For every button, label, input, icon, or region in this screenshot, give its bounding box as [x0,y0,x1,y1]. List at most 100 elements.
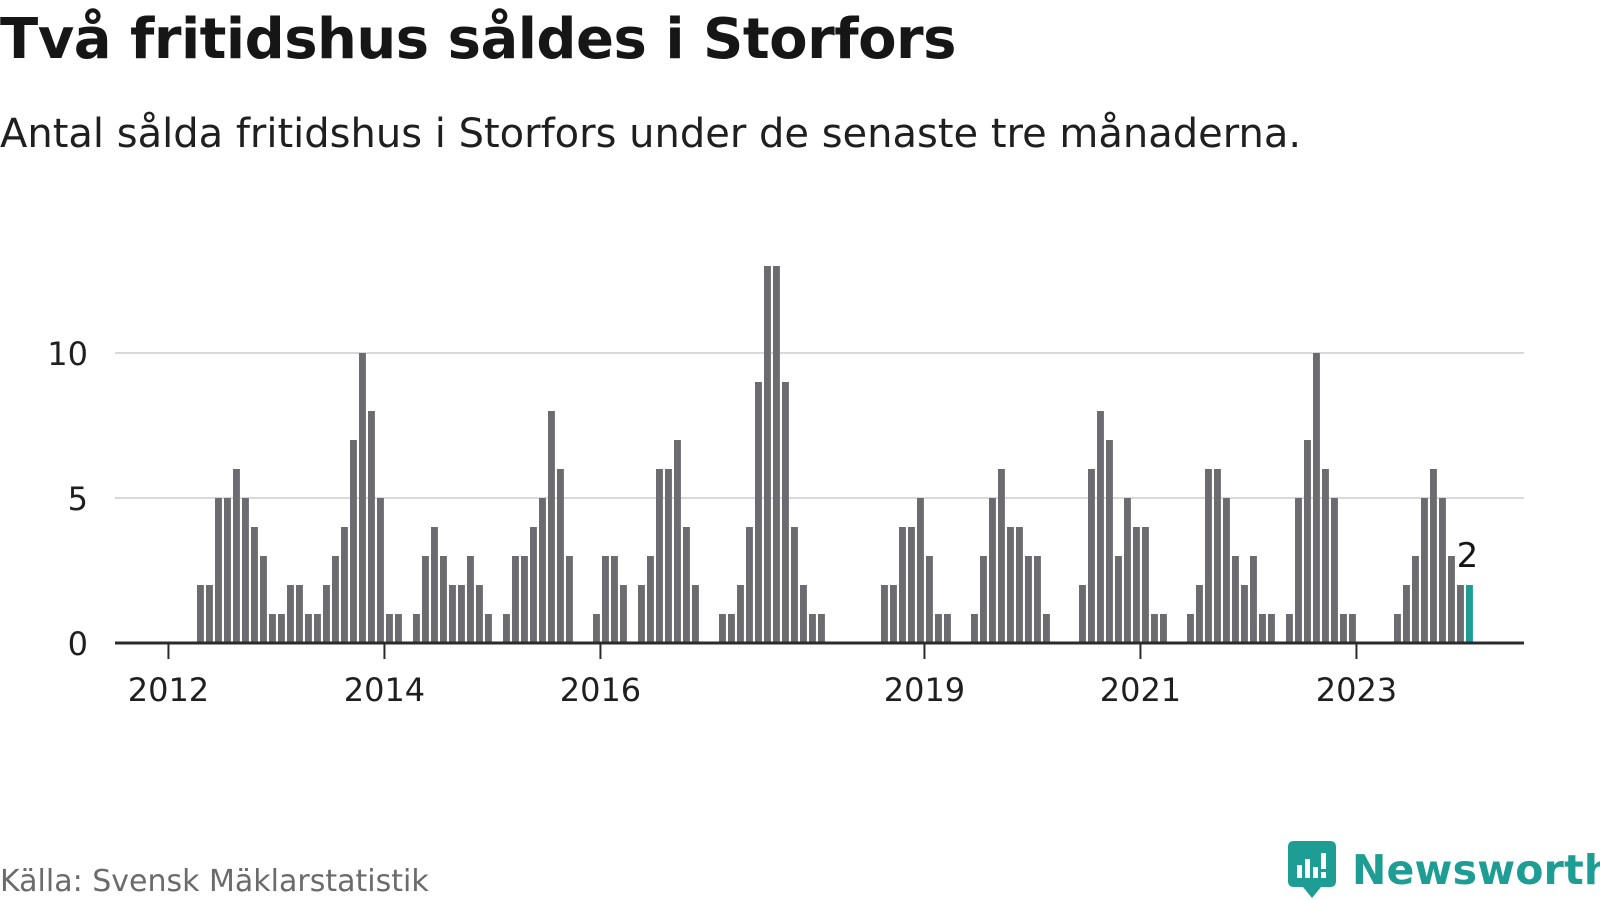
bar [1268,614,1275,643]
bar [458,585,465,643]
bar [692,585,699,643]
bar [1250,556,1257,643]
data-label: 2 [1457,536,1479,576]
bar [809,614,816,643]
bar [1214,469,1221,643]
y-tick-label: 5 [68,480,88,518]
bar [431,527,438,643]
bar [359,353,366,643]
bar [800,585,807,643]
bar [1160,614,1167,643]
bar [1124,498,1131,643]
bar [332,556,339,643]
bar [233,469,240,643]
bar [224,498,231,643]
bar [818,614,825,643]
source-note: Källa: Svensk Mäklarstatistik [0,864,429,899]
bar [197,585,204,643]
bar [1457,585,1464,643]
bar [350,440,357,643]
bar [1295,498,1302,643]
bar [899,527,906,643]
bar [944,614,951,643]
bar [278,614,285,643]
bar [1142,527,1149,643]
bar [989,498,996,643]
bar [1133,527,1140,643]
bar [1241,585,1248,643]
x-tick-label: 2014 [344,671,425,709]
bar [926,556,933,643]
bar [1322,469,1329,643]
x-tick-label: 2023 [1316,671,1397,709]
bar [1349,614,1356,643]
bar [314,614,321,643]
bar [476,585,483,643]
bar [593,614,600,643]
bar [1448,556,1455,643]
bar [1223,498,1230,643]
bar [620,585,627,643]
bar [557,469,564,643]
bar [566,556,573,643]
x-tick-label: 2016 [560,671,641,709]
bar [1439,498,1446,643]
bar [368,411,375,643]
bar [881,585,888,643]
bar [791,527,798,643]
bar [305,614,312,643]
bar [1088,469,1095,643]
bar [341,527,348,643]
bar [1043,614,1050,643]
brand-name: Newsworthy [1352,846,1600,894]
y-tick-label: 10 [47,335,88,373]
bar [1421,498,1428,643]
bar [1403,585,1410,643]
bar [467,556,474,643]
bar [1232,556,1239,643]
bar [449,585,456,643]
bar [1034,556,1041,643]
bar [242,498,249,643]
bar [512,556,519,643]
newsworthy-logo-icon [1288,841,1336,898]
bar [935,614,942,643]
bar [1196,585,1203,643]
x-tick-label: 2012 [128,671,209,709]
bar [980,556,987,643]
bar-highlight [1466,585,1473,643]
bar [296,585,303,643]
bar [602,556,609,643]
chart-title: Två fritidshus såldes i Storfors [0,7,957,72]
bar [908,527,915,643]
bar [773,266,780,643]
bar [737,585,744,643]
bar [1340,614,1347,643]
bar [485,614,492,643]
bar [1106,440,1113,643]
bar [1205,469,1212,643]
bar [665,469,672,643]
bar [413,614,420,643]
bar [782,382,789,643]
bar [1259,614,1266,643]
bar [998,469,1005,643]
bar [1079,585,1086,643]
bar [764,266,771,643]
chart-subtitle: Antal sålda fritidshus i Storfors under … [0,111,1302,157]
bar [422,556,429,643]
x-tick-label: 2021 [1100,671,1181,709]
bar [728,614,735,643]
bar [971,614,978,643]
bar [287,585,294,643]
bar [746,527,753,643]
bar [215,498,222,643]
bar [503,614,510,643]
newsworthy-brand[interactable]: Newsworthy [1288,840,1600,900]
bar [1187,614,1194,643]
bar [440,556,447,643]
x-tick-label: 2019 [884,671,965,709]
bar [638,585,645,643]
y-tick-label: 0 [68,625,88,663]
bar [251,527,258,643]
